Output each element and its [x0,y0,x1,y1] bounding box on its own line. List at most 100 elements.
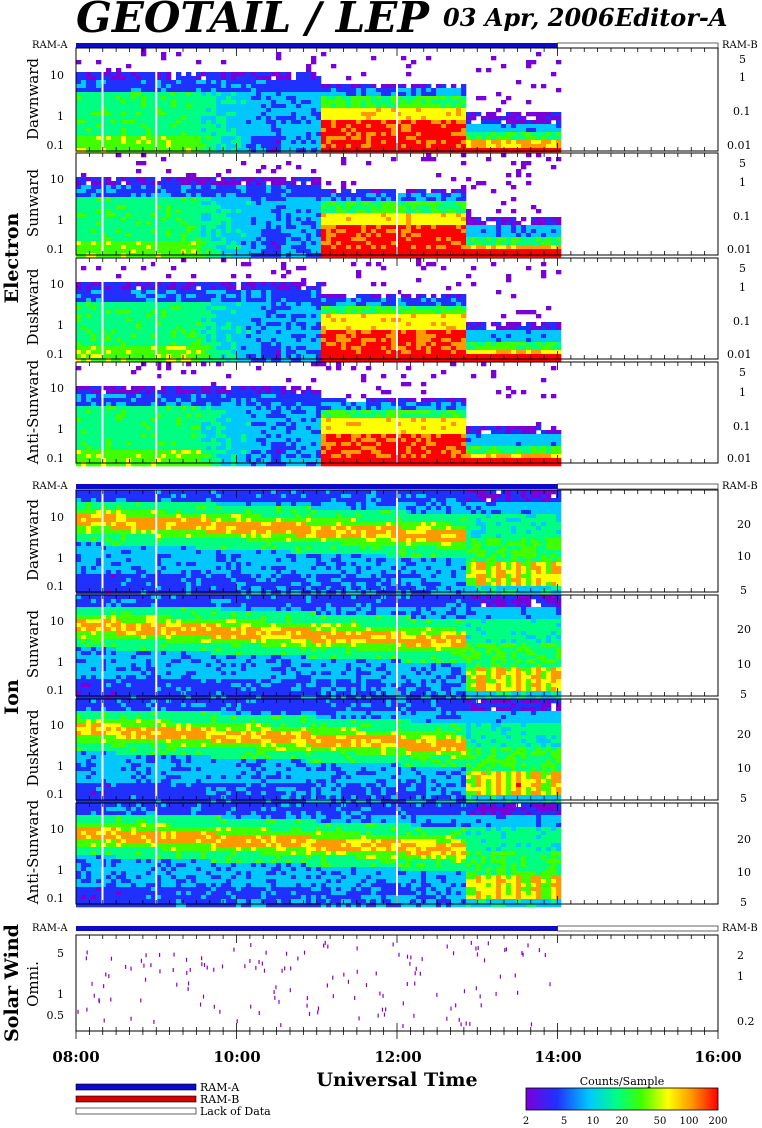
heatmap-cell [186,116,192,121]
heatmap-cell [221,330,227,335]
heatmap-cell [516,237,522,242]
heatmap-cell [546,140,552,145]
heatmap-cell [81,350,87,355]
heatmap-cell [271,128,277,133]
heatmap-cell [236,330,242,335]
heatmap-cell [236,294,242,299]
tick-label-right: 1 [737,970,744,983]
heatmap-cell [426,338,432,343]
heatmap-cell [156,350,162,355]
heatmap-cell [536,229,542,234]
heatmap-cell [341,338,347,343]
heatmap-cell [246,350,252,355]
heatmap-cell [421,358,427,363]
heatmap-cell [396,128,402,133]
heatmap-cell [326,229,332,234]
heatmap-cell [391,233,397,238]
heatmap-cell [326,104,332,109]
heatmap-cell [391,128,397,133]
heatmap-cell [451,124,457,129]
heatmap-cell [76,60,82,65]
heatmap-cell [356,104,362,109]
heatmap-cell [136,237,142,242]
heatmap-cell [281,84,287,89]
heatmap-cell [266,205,272,210]
heatmap-cell [191,144,197,149]
heatmap-cell [171,88,177,93]
heatmap-cell [101,221,107,226]
heatmap-cell [201,148,207,153]
heatmap-cell [186,245,192,250]
heatmap-cell [161,92,167,97]
heatmap-cell [111,76,117,81]
heatmap-cell [381,314,387,319]
heatmap-cell [81,197,87,202]
heatmap-cell [151,80,157,85]
heatmap-cell [106,209,112,214]
heatmap-cell [121,84,127,89]
heatmap-cell [546,144,552,149]
heatmap-cell [451,140,457,145]
heatmap-cell [161,104,167,109]
panel-label-electron-sunward: Sunward [24,169,42,238]
heatmap-cell [381,140,387,145]
heatmap-cell [316,245,322,250]
heatmap-cell [431,241,437,246]
heatmap-cell [96,217,102,222]
heatmap-cell [106,104,112,109]
heatmap-cell [86,318,92,323]
heatmap-cell [211,177,217,182]
heatmap-cell [256,326,262,331]
heatmap-cell [296,306,302,311]
heatmap-cell [166,72,172,77]
heatmap-cell [276,342,282,347]
heatmap-cell [351,346,357,351]
heatmap-cell [131,334,137,339]
heatmap-cell [321,201,327,206]
heatmap-cell [106,245,112,250]
heatmap-cell [81,249,87,254]
heatmap-cell [136,314,142,319]
heatmap-cell [151,318,157,323]
heatmap-cell [356,298,362,303]
heatmap-cell [96,322,102,327]
heatmap-cell [551,112,557,117]
heatmap-cell [206,233,212,238]
heatmap-cell [321,354,327,359]
heatmap-cell [536,148,542,153]
heatmap-cell [196,108,202,113]
heatmap-cell [171,342,177,347]
heatmap-cell [491,148,497,153]
heatmap-cell [401,322,407,327]
heatmap-cell [261,140,267,145]
heatmap-cell [311,314,317,319]
heatmap-cell [221,189,227,194]
heatmap-cell [201,140,207,145]
heatmap-cell [396,205,402,210]
heatmap-cell [116,217,122,222]
heatmap-cell [556,124,562,129]
heatmap-cell [236,92,242,97]
tick-label-right: 20 [737,728,751,741]
heatmap-cell [91,177,97,182]
heatmap-cell [101,217,107,222]
heatmap-cell [521,249,527,254]
heatmap-cell [86,249,92,254]
panel-label-ion-duskward: Duskward [24,709,42,786]
heatmap-cell [361,350,367,355]
heatmap-cell [191,189,197,194]
heatmap-cell [371,233,377,238]
heatmap-cell [241,100,247,105]
heatmap-cell [266,88,272,93]
heatmap-cell [126,76,132,81]
heatmap-cell [171,290,177,295]
heatmap-cell [156,346,162,351]
tick-label-right: 10 [737,866,751,879]
heatmap-cell [531,229,537,234]
heatmap-cell [426,136,432,141]
heatmap-cell [191,88,197,93]
heatmap-cell [356,310,362,315]
heatmap-cell [496,108,502,113]
heatmap-cell [171,136,177,141]
heatmap-cell [426,157,432,162]
